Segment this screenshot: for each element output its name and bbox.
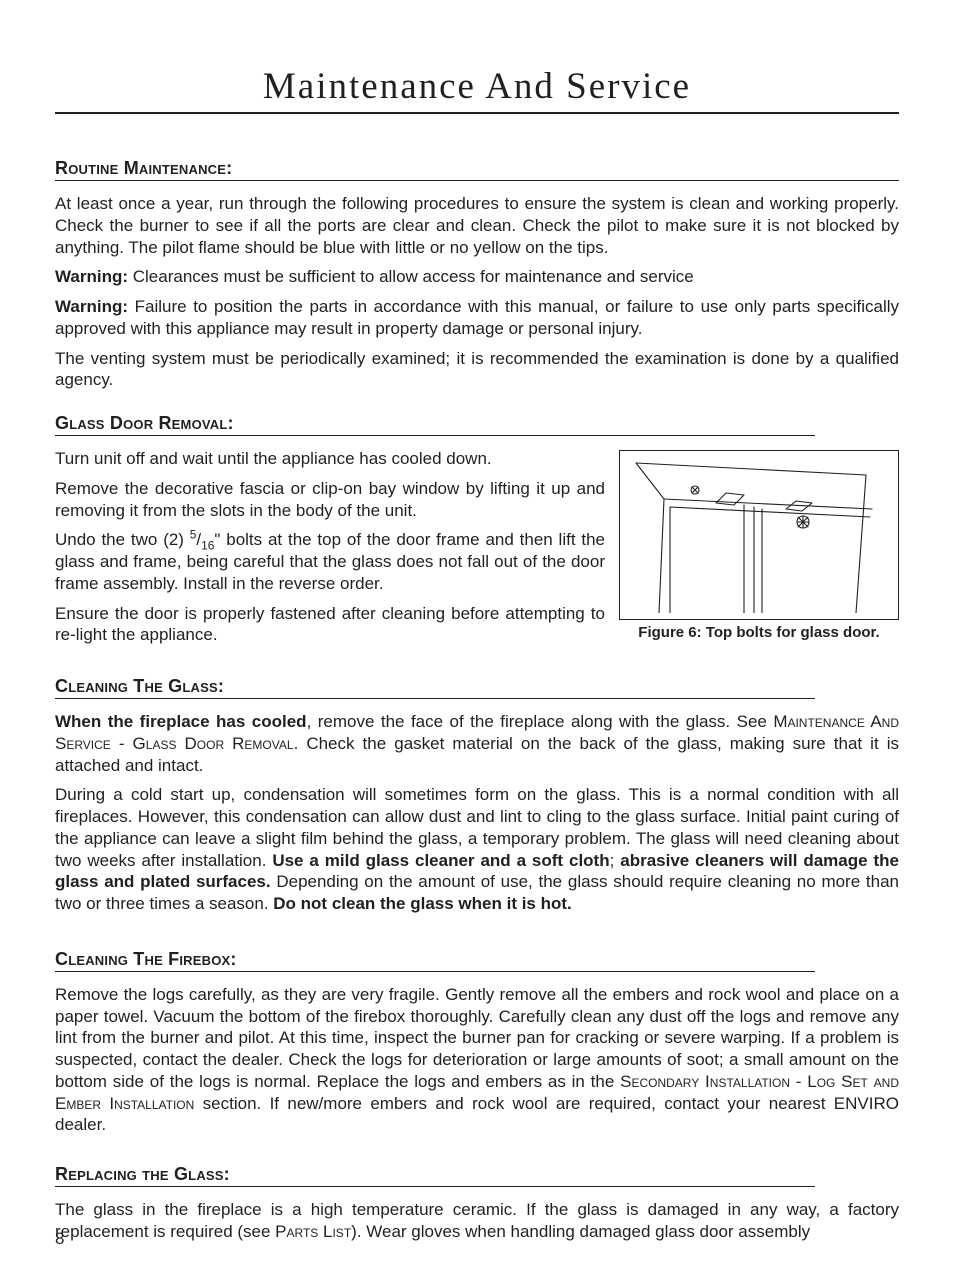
replace-p1b: ). Wear gloves when handling damaged gla… bbox=[351, 1222, 810, 1241]
figure-6-block: Figure 6: Top bolts for glass door. bbox=[619, 450, 899, 641]
cleanglass-p2: During a cold start up, condensation wil… bbox=[55, 784, 899, 915]
heading-cleaning-glass: Cleaning The Glass: bbox=[55, 676, 815, 699]
cleanglass-p2-bold1: Use a mild glass cleaner and a soft clot… bbox=[272, 851, 609, 870]
page-title: Maintenance And Service bbox=[55, 65, 899, 114]
glass-door-diagram-icon bbox=[626, 457, 892, 613]
fraction-denominator: 16 bbox=[201, 539, 214, 553]
glass-door-section: Figure 6: Top bolts for glass door. Turn… bbox=[55, 448, 899, 654]
routine-p3: Warning: Failure to position the parts i… bbox=[55, 296, 899, 340]
figure-6-caption: Figure 6: Top bolts for glass door. bbox=[619, 624, 899, 641]
page-container: Maintenance And Service Routine Maintena… bbox=[0, 0, 954, 1281]
cleanglass-p2-bold3: Do not clean the glass when it is hot. bbox=[273, 894, 571, 913]
heading-replacing-glass: Replacing the Glass: bbox=[55, 1164, 815, 1187]
routine-p4: The venting system must be periodically … bbox=[55, 348, 899, 392]
glassdoor-p3a: Undo the two (2) bbox=[55, 530, 190, 549]
replace-p1: The glass in the fireplace is a high tem… bbox=[55, 1199, 899, 1243]
routine-p3-text: Failure to position the parts in accorda… bbox=[55, 297, 899, 338]
cleanglass-p1a: , remove the face of the fireplace along… bbox=[307, 712, 774, 731]
page-number: 8 bbox=[55, 1229, 64, 1249]
fraction-numerator: 5 bbox=[190, 528, 197, 542]
cleanglass-p1: When the fireplace has cooled, remove th… bbox=[55, 711, 899, 776]
figure-6-frame bbox=[619, 450, 899, 620]
heading-glass-door-removal: Glass Door Removal: bbox=[55, 413, 815, 436]
cleanglass-p1-bold: When the fireplace has cooled bbox=[55, 712, 307, 731]
warning-label-1: Warning: bbox=[55, 267, 128, 286]
routine-p2: Warning: Clearances must be sufficient t… bbox=[55, 266, 899, 288]
heading-cleaning-firebox: Cleaning The Firebox: bbox=[55, 949, 815, 972]
replace-p1-sc: Parts List bbox=[275, 1222, 351, 1241]
routine-p2-text: Clearances must be sufficient to allow a… bbox=[128, 267, 694, 286]
firebox-p1: Remove the logs carefully, as they are v… bbox=[55, 984, 899, 1136]
warning-label-2: Warning: bbox=[55, 297, 128, 316]
cleanglass-p2-semi: ; bbox=[610, 851, 621, 870]
heading-routine-maintenance: Routine Maintenance: bbox=[55, 158, 899, 181]
routine-p1: At least once a year, run through the fo… bbox=[55, 193, 899, 258]
